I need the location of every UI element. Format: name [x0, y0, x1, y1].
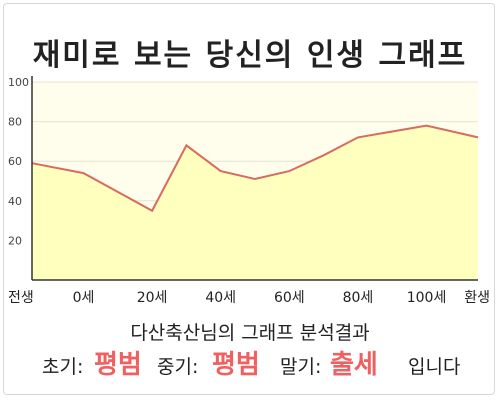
late-value: 출세 — [330, 350, 378, 380]
card-frame — [3, 3, 495, 395]
y-tick-label: 80 — [8, 116, 22, 129]
early-value: 평범 — [94, 350, 142, 380]
y-tick-label: 100 — [8, 76, 29, 89]
late-label: 말기: — [280, 356, 322, 378]
x-tick-label: 환생 — [464, 290, 490, 306]
analysis-result: 초기: 평범 중기: 평범 말기: 출세 입니다 — [0, 344, 500, 384]
analysis-subject: 다산축산님의 그래프 분석결과 — [130, 322, 370, 344]
result-suffix: 입니다 — [408, 356, 461, 378]
page-title: 재미로 보는 당신의 인생 그래프 — [32, 38, 468, 73]
middle-value: 평범 — [212, 350, 260, 380]
x-tick-label: 40세 — [205, 290, 236, 306]
early-label: 초기: — [42, 356, 84, 378]
x-tick-label: 60세 — [274, 290, 305, 306]
x-tick-labels: 전생 0세 20세 40세 60세 80세 100세 환생 — [8, 290, 490, 306]
y-tick-labels: 20 40 60 80 100 — [8, 76, 29, 247]
life-graph-chart: 20 40 60 80 100 전생 0세 20세 40세 60세 80세 100세 환생 — [8, 76, 490, 306]
x-tick-label: 20세 — [137, 290, 168, 306]
y-tick-label: 40 — [8, 195, 22, 208]
x-tick-label: 80세 — [343, 290, 374, 306]
x-tick-label: 100세 — [407, 290, 447, 306]
middle-label: 중기: — [157, 356, 199, 378]
y-tick-label: 60 — [8, 155, 22, 168]
x-tick-label: 0세 — [73, 290, 95, 306]
x-tick-label: 전생 — [8, 290, 34, 306]
y-tick-label: 20 — [8, 234, 22, 247]
life-area — [32, 125, 478, 280]
life-line — [31, 124, 479, 213]
